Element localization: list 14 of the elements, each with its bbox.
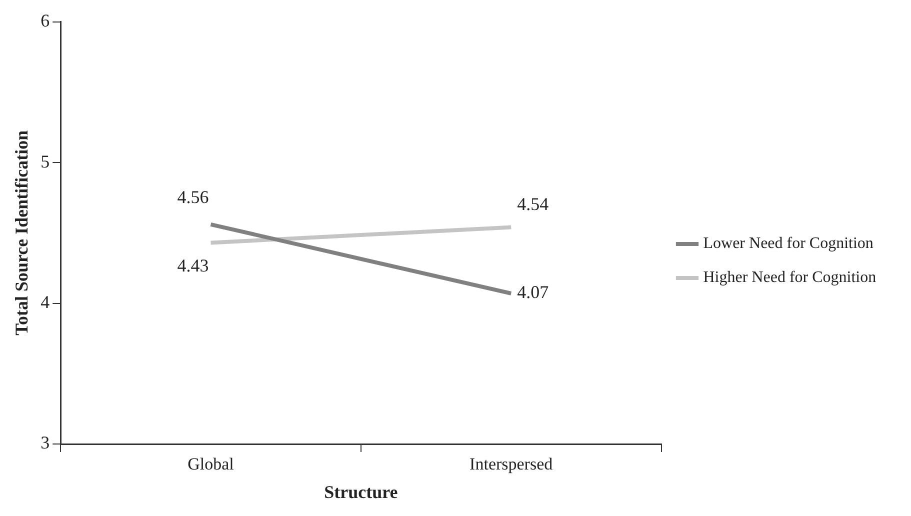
y-tick-label: 5 (40, 151, 50, 172)
y-tick-label: 6 (40, 10, 50, 31)
y-tick-label: 4 (40, 292, 50, 312)
y-axis-title: Total Source Identification (11, 130, 32, 336)
data-label: 4.56 (177, 187, 209, 208)
data-label: 4.07 (517, 282, 549, 302)
legend-label: Lower Need for Cognition (703, 235, 874, 252)
data-label: 4.43 (177, 255, 209, 276)
x-tick-label: Global (188, 454, 234, 474)
x-axis-title: Structure (324, 482, 398, 502)
data-label: 4.54 (517, 194, 549, 214)
legend-label: Higher Need for Cognition (703, 269, 876, 286)
y-tick-label: 3 (40, 432, 50, 453)
x-tick-label: Interspersed (470, 454, 554, 474)
